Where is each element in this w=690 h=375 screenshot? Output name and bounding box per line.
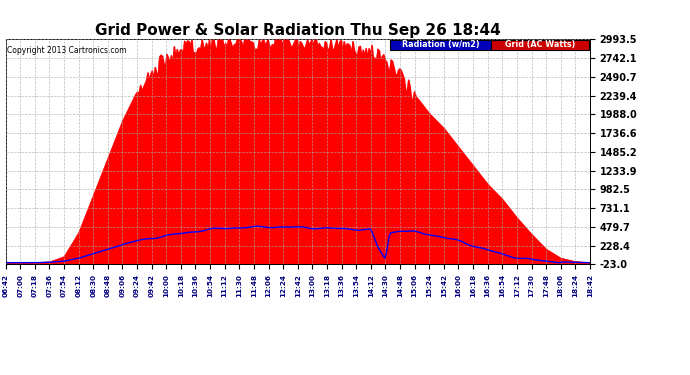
FancyBboxPatch shape: [390, 40, 491, 50]
Text: Copyright 2013 Cartronics.com: Copyright 2013 Cartronics.com: [7, 46, 126, 55]
Title: Grid Power & Solar Radiation Thu Sep 26 18:44: Grid Power & Solar Radiation Thu Sep 26 …: [95, 23, 501, 38]
Text: Radiation (w/m2): Radiation (w/m2): [402, 40, 479, 50]
FancyBboxPatch shape: [491, 40, 589, 50]
Text: Grid (AC Watts): Grid (AC Watts): [504, 40, 575, 50]
